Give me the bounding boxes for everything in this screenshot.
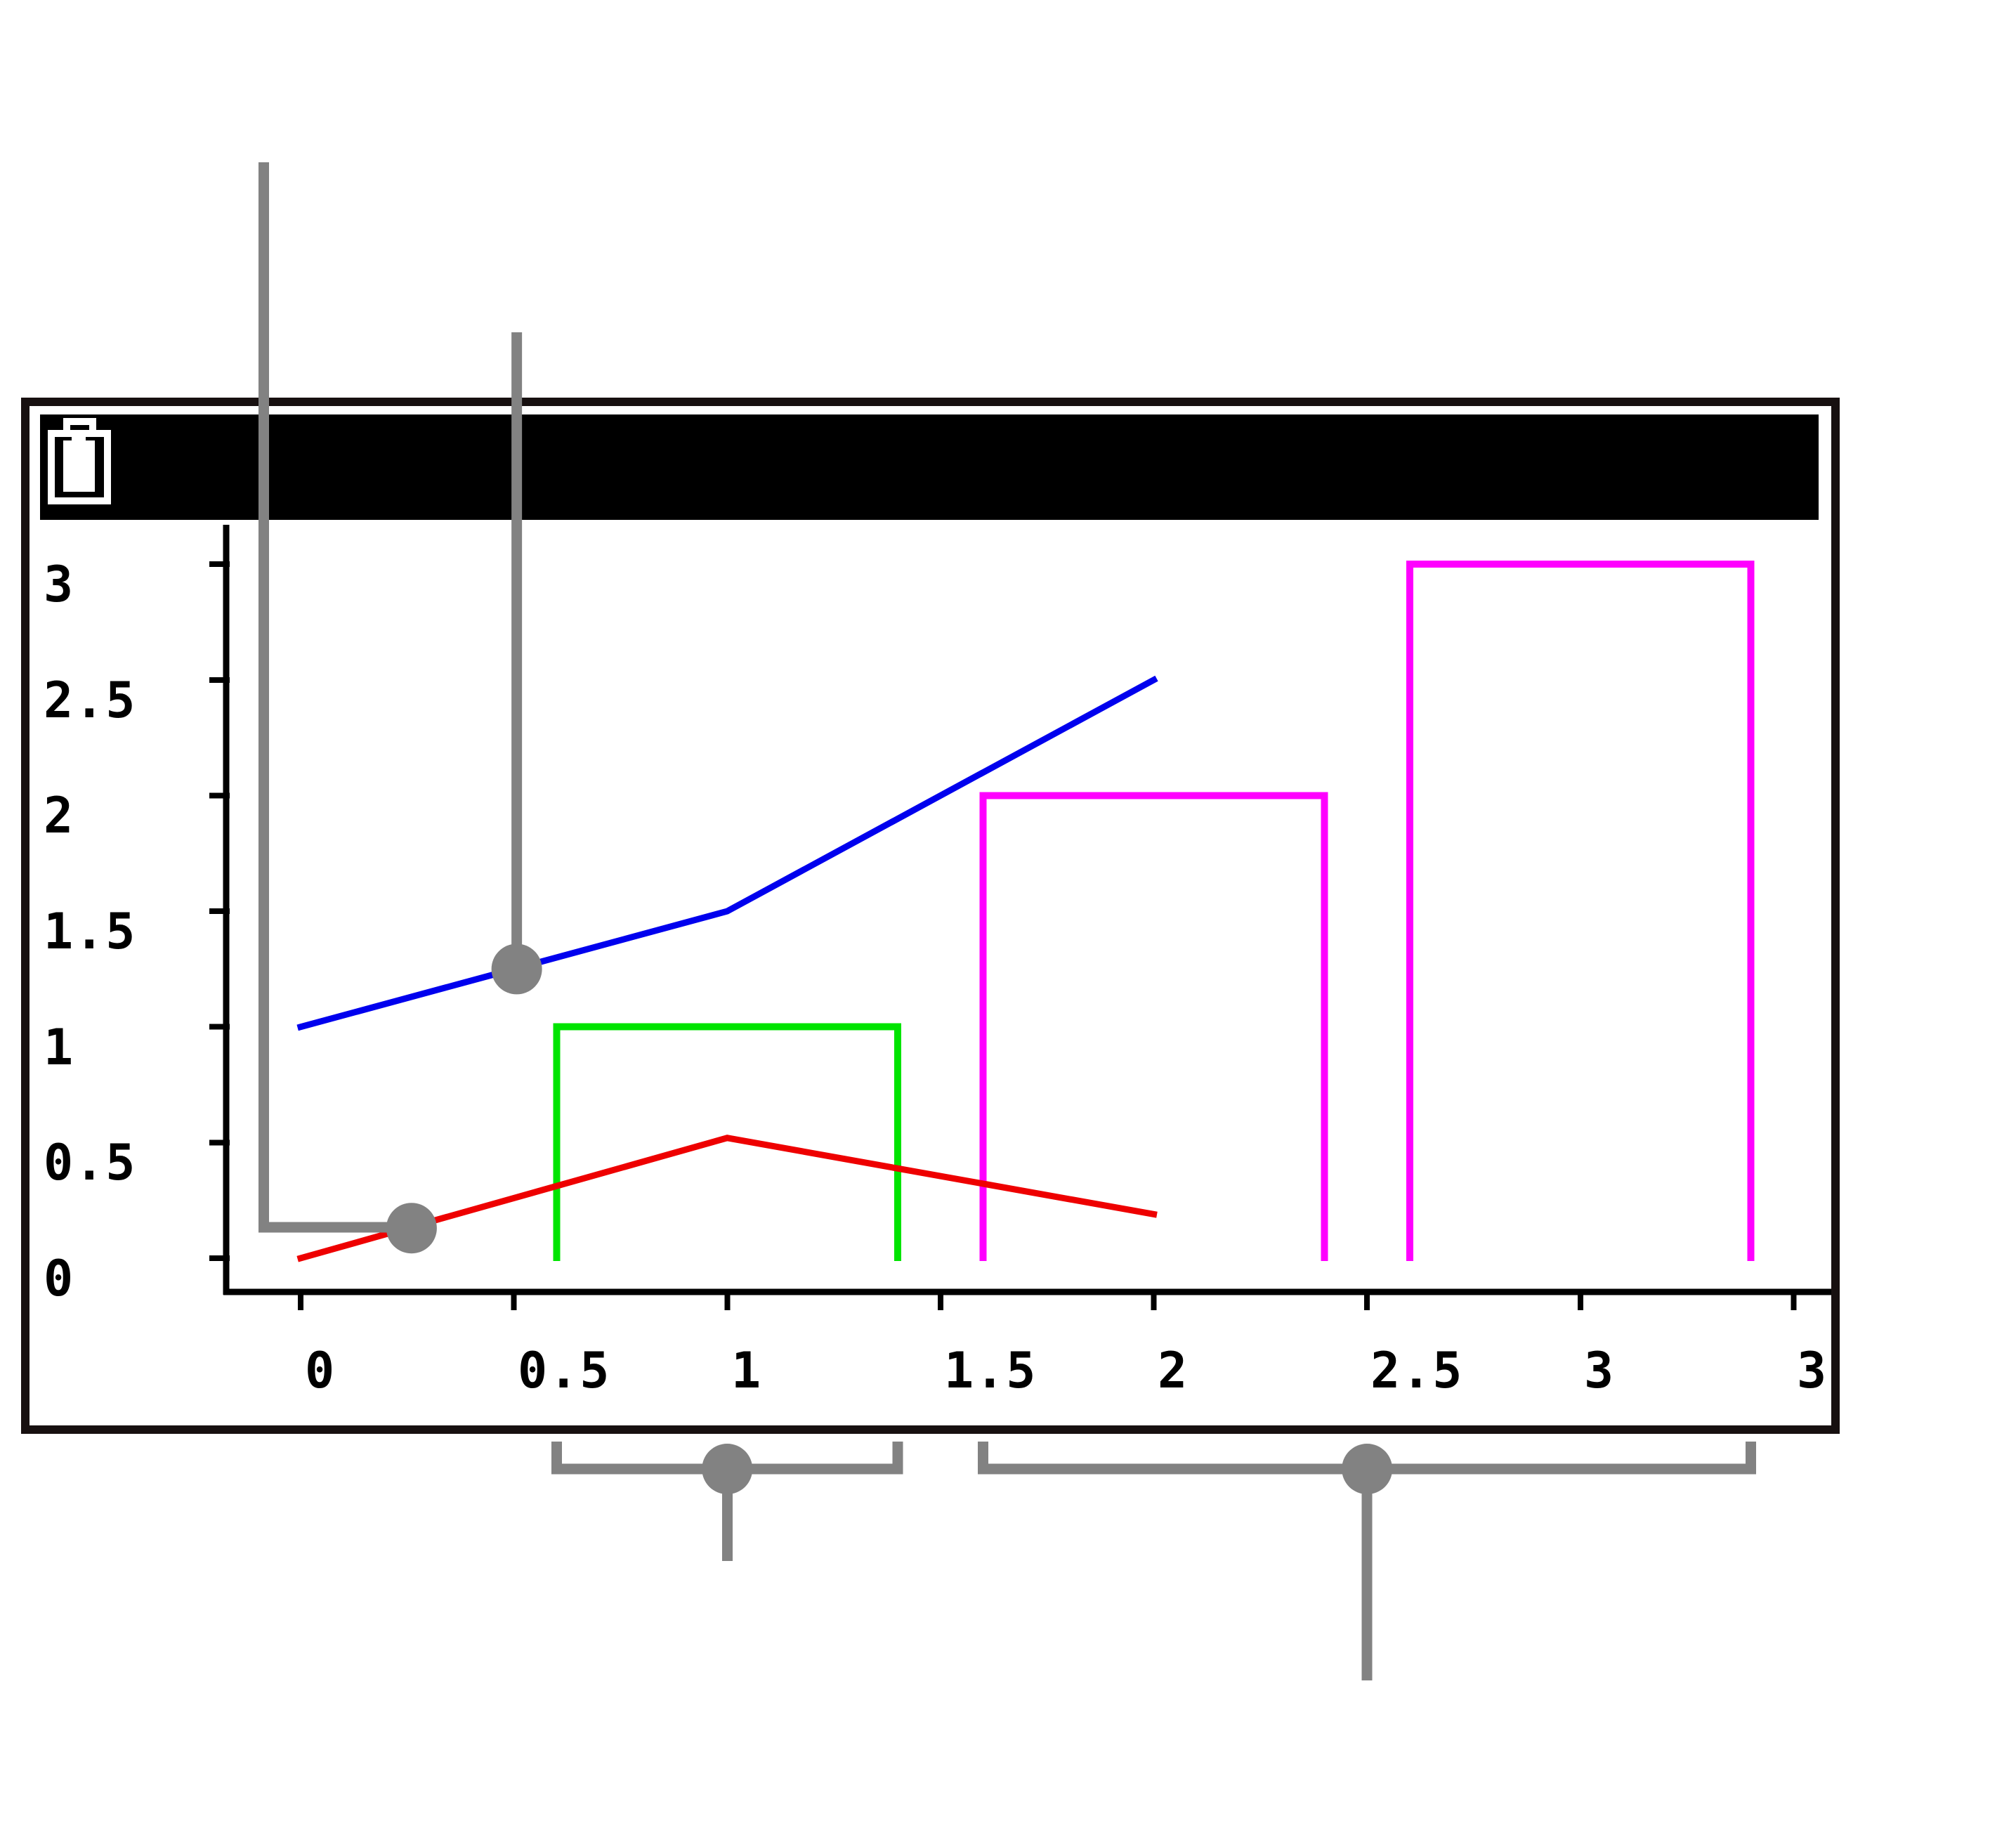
calculator-window: 3 2.5 2 1.5 1 0.5 0 0 0.5 1 1.5 2 2.5 3 …	[21, 398, 1840, 1434]
x-axis-label-1: 1	[731, 1342, 763, 1399]
y-axis-label-0: 0	[44, 1250, 75, 1307]
x-axis-label-1-5: 1.5	[944, 1342, 1038, 1399]
y-axis-label-1: 1	[44, 1019, 75, 1076]
x-axis-label-3: 3	[1584, 1342, 1616, 1399]
title-bar	[40, 414, 1819, 520]
callout-dot-red-point[interactable]	[386, 1203, 437, 1254]
magenta-rect-2	[1406, 561, 1755, 1261]
x-axis-label-2: 2	[1158, 1342, 1189, 1399]
y-axis-label-1-5: 1.5	[44, 903, 137, 960]
x-axis-label-2-5: 2.5	[1370, 1342, 1464, 1399]
green-rect	[553, 1023, 902, 1261]
red-line	[296, 1135, 1158, 1262]
callout-line-red-point	[258, 162, 398, 1233]
bracket-magenta-interval-dot[interactable]	[1342, 1444, 1393, 1494]
callout-dot-blue-point[interactable]	[491, 943, 542, 995]
y-axis-label-0-5: 0.5	[44, 1134, 137, 1191]
x-axis-label-0: 0	[305, 1342, 336, 1399]
x-axis-label-3-5-clipped: 3	[1797, 1342, 1828, 1399]
battery-fill-nub	[72, 431, 86, 442]
y-axis-label-2-5: 2.5	[44, 672, 137, 729]
y-axis-label-2: 2	[44, 787, 75, 844]
battery-fill	[63, 440, 95, 492]
bracket-green-interval-dot[interactable]	[702, 1444, 753, 1494]
plot-area	[209, 525, 1831, 1310]
blue-line	[296, 675, 1158, 1031]
x-axis-label-0-5: 0.5	[518, 1342, 611, 1399]
y-axis-label-3: 3	[44, 556, 75, 613]
magenta-rect-1	[979, 792, 1328, 1261]
